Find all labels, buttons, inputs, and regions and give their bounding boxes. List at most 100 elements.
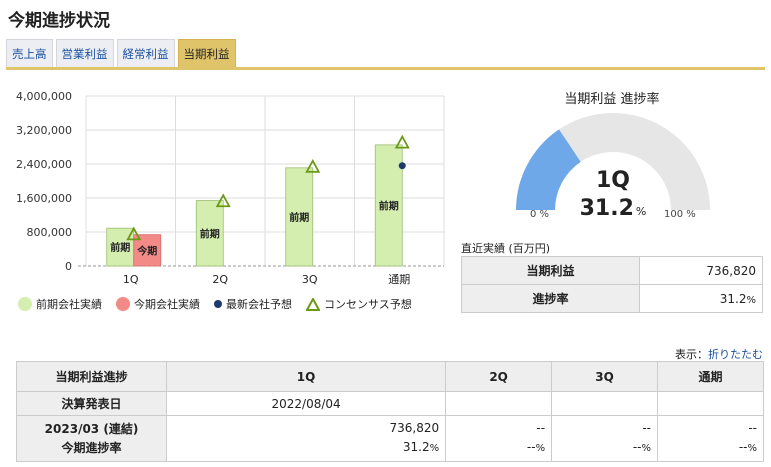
- legend-dot-forecast-icon: [214, 300, 222, 308]
- x-tick-label: 通期: [388, 273, 410, 286]
- rate-unit: %: [641, 443, 652, 454]
- cell-rate: 31.2%: [173, 438, 439, 458]
- consensus-point: [126, 226, 142, 241]
- bar-prev: [195, 200, 224, 267]
- gauge-percent: 31.2%: [508, 196, 718, 221]
- recent-row-label: 当期利益: [461, 256, 640, 285]
- gauge-track: [516, 113, 710, 210]
- tab-net-profit[interactable]: 当期利益: [177, 39, 236, 67]
- tab-operating-profit[interactable]: 営業利益: [55, 39, 114, 67]
- progress-table: 当期利益進捗 1Q 2Q 3Q 通期 決算発表日 2022/08/04 2023…: [16, 361, 764, 462]
- recent-results-table: 当期利益 736,820 進捗率 31.2%: [461, 256, 763, 313]
- bar-prev: [374, 144, 403, 267]
- display-toggle: 表示：折りたたむ: [675, 346, 763, 362]
- table-row: 決算発表日 2022/08/04: [16, 391, 764, 416]
- legend-swatch-current-icon: [116, 297, 130, 311]
- period-label: 2023/03 (連結): [44, 421, 139, 436]
- cell-value: --: [642, 421, 652, 435]
- progress-bar-chart: 4,000,000 3,200,000 2,400,000 1,600,000 800,…: [16, 90, 445, 286]
- bar-label-current: 今期: [136, 244, 157, 257]
- y-tick-label: 2,400,000: [16, 158, 72, 171]
- page-title: 今期進捗状況: [8, 11, 110, 31]
- rate-unit: %: [535, 443, 546, 454]
- toggle-prefix: 表示：: [675, 348, 708, 361]
- table-header-row: 当期利益進捗 1Q 2Q 3Q 通期: [16, 361, 764, 392]
- progress-gauge: [516, 113, 710, 210]
- y-tick-label: 800,000: [27, 226, 73, 239]
- table-row: 2023/03 (連結) 今期進捗率 736,820 31.2% -- --% …: [16, 415, 764, 462]
- column-header: 1Q: [165, 361, 447, 392]
- table-cell: [445, 391, 553, 416]
- y-tick-label: 4,000,000: [16, 90, 72, 103]
- period-sub-label: 今期進捗率: [61, 440, 122, 455]
- bar-prev: [285, 167, 314, 267]
- legend-swatch-prev-icon: [18, 297, 32, 311]
- cell-value: --: [536, 421, 546, 435]
- table-cell: -- --%: [445, 415, 553, 462]
- gauge-percent-unit: %: [635, 205, 647, 218]
- legend-item-prev: 前期会社実績: [18, 296, 102, 312]
- column-header: 当期利益進捗: [16, 361, 167, 392]
- consensus-point: [215, 193, 231, 208]
- recent-results-label: 直近実績 (百万円): [461, 242, 551, 255]
- recent-row-label: 進捗率: [461, 284, 640, 313]
- x-tick-label: 3Q: [302, 273, 318, 286]
- recent-value: 736,820: [706, 263, 756, 278]
- gauge-max-label: 100 %: [664, 209, 696, 220]
- bar-label-prev: 前期: [379, 199, 399, 212]
- recent-row-value: 31.2%: [639, 284, 763, 313]
- rate-unit: %: [747, 443, 757, 454]
- tab-bar: 売上高 営業利益 経常利益 当期利益: [6, 39, 236, 67]
- table-cell: 736,820 31.2%: [165, 415, 447, 462]
- column-header: 2Q: [445, 361, 553, 392]
- recent-value: 31.2: [719, 291, 747, 306]
- tab-ordinary-profit[interactable]: 経常利益: [116, 39, 175, 67]
- forecast-point: [398, 162, 406, 170]
- legend-label-forecast: 最新会社予想: [226, 298, 292, 311]
- gauge-fill: [516, 129, 581, 210]
- x-tick-label: 2Q: [212, 273, 228, 286]
- recent-unit: %: [746, 294, 756, 306]
- consensus-point: [394, 134, 410, 149]
- rate-value: 31.2: [402, 440, 430, 454]
- row-header-period: 2023/03 (連結) 今期進捗率: [16, 415, 167, 462]
- y-tick-label: 1,600,000: [16, 192, 72, 205]
- gauge-title: 当期利益 進捗率: [564, 92, 660, 107]
- gauge-quarter: 1Q: [595, 168, 630, 193]
- legend-item-forecast: 最新会社予想: [214, 296, 292, 312]
- tab-sales[interactable]: 売上高: [6, 39, 53, 67]
- table-cell: -- --%: [551, 415, 659, 462]
- y-tick-label: 0: [65, 260, 72, 273]
- legend-label-consensus: コンセンサス予想: [324, 298, 412, 311]
- cell-value: 736,820: [389, 421, 440, 435]
- bar-prev: [106, 227, 135, 267]
- rate-value: --: [738, 440, 748, 454]
- recent-row-value: 736,820: [639, 256, 763, 285]
- cell-rate: --%: [558, 438, 651, 458]
- column-header: 3Q: [551, 361, 659, 392]
- cell-rate: --%: [452, 438, 545, 458]
- table-row: 当期利益 736,820: [461, 256, 763, 285]
- tab-underline: [6, 67, 765, 70]
- table-cell: [551, 391, 659, 416]
- rate-value: --: [632, 440, 642, 454]
- cell-value: --: [748, 421, 757, 435]
- legend-item-consensus: コンセンサス予想: [306, 296, 412, 312]
- bar-label-prev: 前期: [289, 211, 309, 224]
- table-cell: 2022/08/04: [165, 391, 447, 416]
- bar-label-prev: 前期: [200, 227, 220, 240]
- rate-unit: %: [429, 443, 440, 454]
- gauge-min-label: 0 %: [530, 209, 550, 220]
- chart-legend: 前期会社実績 今期会社実績 最新会社予想 コンセンサス予想: [18, 296, 412, 312]
- legend-triangle-consensus-icon: [306, 297, 320, 311]
- legend-item-current: 今期会社実績: [116, 296, 200, 312]
- collapse-link[interactable]: 折りたたむ: [708, 348, 763, 361]
- legend-label-prev: 前期会社実績: [36, 298, 102, 311]
- y-tick-label: 3,200,000: [16, 124, 72, 137]
- table-cell: [657, 391, 764, 416]
- bar-label-prev: 前期: [110, 241, 130, 254]
- table-row: 進捗率 31.2%: [461, 284, 763, 313]
- gauge-percent-value: 31.2: [579, 196, 634, 221]
- rate-value: --: [526, 440, 536, 454]
- consensus-point: [305, 158, 321, 173]
